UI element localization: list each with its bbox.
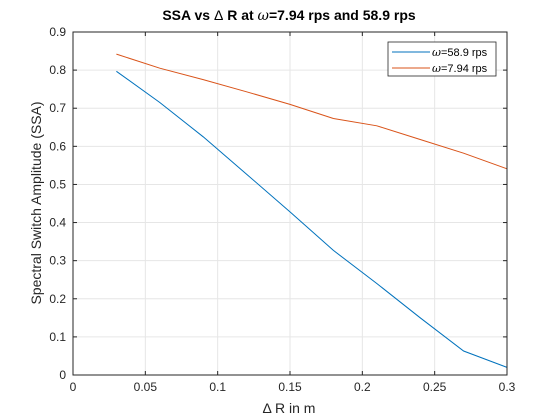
x-tick-label: 0.25 xyxy=(423,380,447,394)
legend-box xyxy=(387,41,497,77)
y-tick-label: 0.5 xyxy=(49,177,66,191)
x-tick-label: 0.3 xyxy=(499,380,516,394)
series-line-2 xyxy=(116,53,508,170)
y-tick-label: 0 xyxy=(59,368,66,382)
x-axis-label: Δ R in m xyxy=(263,400,316,416)
x-tick-label: 0.1 xyxy=(209,380,226,394)
tick-marks xyxy=(72,31,508,376)
y-tick-label: 0.3 xyxy=(49,254,66,268)
legend-label-series-2: ω=7.94 rps xyxy=(432,62,488,75)
x-tick-label: 0.15 xyxy=(278,380,302,394)
y-tick-labels: 0 0.1 0.2 0.3 0.4 0.5 0.6 0.7 0.8 0.9 xyxy=(49,25,66,382)
y-tick-label: 0.2 xyxy=(49,292,66,306)
series-layer xyxy=(116,53,508,368)
y-tick-label: 0.9 xyxy=(49,25,66,39)
y-tick-label: 0.1 xyxy=(49,330,66,344)
legend: ω=58.9 rps ω=7.94 rps xyxy=(387,41,497,77)
x-tick-labels: 0 0.05 0.1 0.15 0.2 0.25 0.3 xyxy=(70,380,516,394)
y-axis-label: Spectral Switch Amplitude (SSA) xyxy=(28,101,44,304)
x-tick-label: 0.2 xyxy=(354,380,371,394)
chart-title: SSA vs Δ R at ω=7.94 rps and 58.9 rps xyxy=(162,7,416,24)
series-line-1 xyxy=(116,70,508,368)
legend-label-series-1: ω=58.9 rps xyxy=(432,46,488,59)
y-tick-label: 0.4 xyxy=(49,216,66,230)
x-tick-label: 0 xyxy=(70,380,77,394)
x-tick-label: 0.05 xyxy=(134,380,158,394)
y-tick-label: 0.6 xyxy=(49,139,66,153)
y-tick-label: 0.8 xyxy=(49,63,66,77)
y-tick-label: 0.7 xyxy=(49,101,66,115)
